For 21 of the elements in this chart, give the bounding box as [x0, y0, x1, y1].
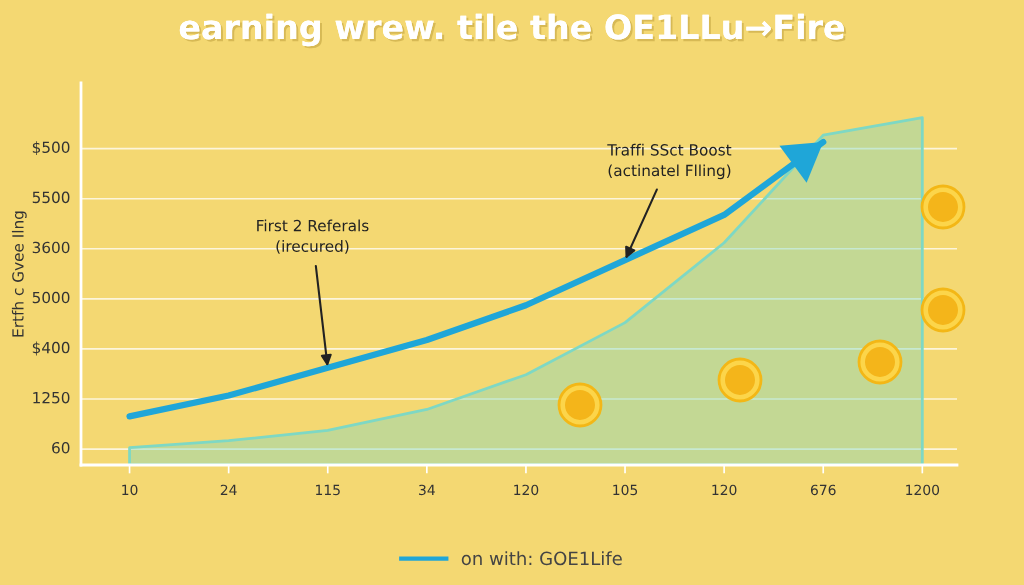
x-tick-label: 10	[122, 484, 138, 496]
annotation: First 2 Referals (irecured)	[257, 219, 369, 254]
annotation: Traffi SSct Boost (actinatel Flling)	[607, 143, 732, 180]
text: 5500	[32, 191, 70, 204]
x-tick-label: 34	[419, 484, 435, 496]
text: 1250	[33, 391, 70, 404]
chart-title: earning wrew. tile the OE1LLu→Fire	[179, 13, 847, 49]
text: $500	[32, 141, 70, 156]
x-tick-label: 105	[613, 484, 638, 496]
x-tick-label: 120	[514, 484, 539, 496]
x-tick-label: 1200	[906, 484, 940, 496]
y-axis-title: Ertfh c Gvee Ilng	[11, 211, 27, 337]
x-tick-label: 676	[810, 484, 836, 496]
x-tick-label: 24	[220, 484, 237, 495]
x-tick-label: 115	[316, 484, 340, 496]
text: 3600	[32, 241, 70, 254]
text: 5000	[32, 291, 70, 304]
text: 60	[52, 441, 70, 454]
legend-label: on with: GOE1Life	[461, 551, 622, 566]
x-tick-label: 120	[712, 484, 737, 496]
text: $400	[32, 341, 70, 356]
